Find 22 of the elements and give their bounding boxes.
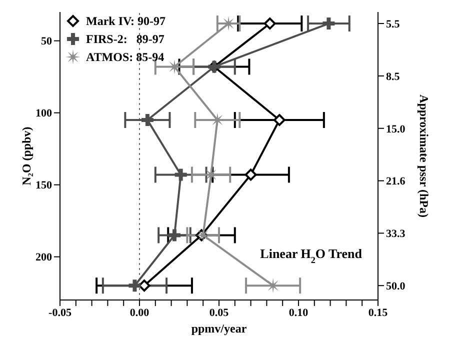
y-tick-label: 100 [36, 108, 52, 120]
y-axis-title: N₂O (ppbv) [19, 126, 34, 186]
category-label: 5.5 [386, 18, 400, 30]
x-tick-label: 0.10 [288, 306, 309, 319]
legend-label: Mark IV: 90-97 [86, 14, 166, 28]
y-tick-label: 50 [41, 36, 52, 48]
y-tick-label: 150 [36, 180, 52, 192]
y2-axis-title: Approximate pssr (hPa) [416, 94, 431, 218]
category-label: 33.3 [386, 228, 406, 240]
y-tick-label: 200 [36, 252, 52, 264]
x-tick-label: 0.15 [368, 306, 388, 319]
legend-label: ATMOS: 85-94 [86, 50, 164, 64]
category-label: 50.0 [386, 280, 406, 293]
category-label: 15.0 [386, 123, 406, 136]
x-axis-title: ppmv/year [191, 322, 248, 336]
x-tick-label: 0.05 [209, 306, 230, 319]
x-tick-label: -0.05 [48, 306, 72, 319]
legend-label: FIRS-2: 89-97 [86, 32, 164, 46]
x-tick-label: 0.00 [130, 306, 150, 319]
category-label: 21.6 [386, 176, 406, 188]
category-label: 8.5 [386, 70, 400, 83]
annotation: Linear H$_{2}$O Trend [260, 246, 363, 265]
